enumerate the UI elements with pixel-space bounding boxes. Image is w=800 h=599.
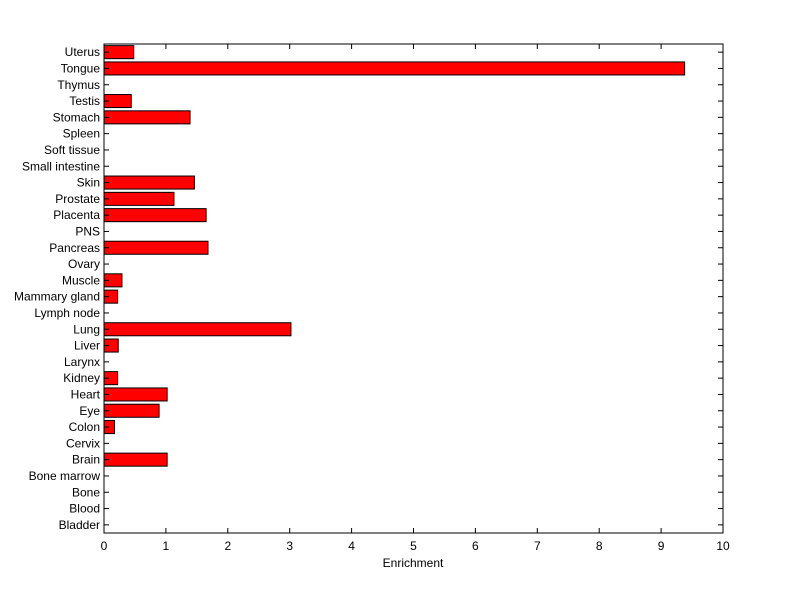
x-tick-label: 4 <box>348 539 355 553</box>
y-tick-label: Bladder <box>59 518 100 532</box>
x-tick-label: 10 <box>716 539 730 553</box>
x-tick-label: 6 <box>472 539 479 553</box>
y-tick-label: Pancreas <box>49 241 100 255</box>
bar-brain <box>103 452 168 467</box>
y-tick-label: Soft tissue <box>44 143 100 157</box>
x-axis-title: Enrichment <box>383 556 444 570</box>
y-tick-label: Lung <box>73 322 100 336</box>
x-tick-label: 3 <box>286 539 293 553</box>
y-tick-label: Small intestine <box>22 159 100 173</box>
x-tick-labels: 0 1 2 3 4 5 6 7 8 9 10 <box>101 539 730 553</box>
ticks-layer <box>103 44 724 533</box>
bar-tongue <box>103 61 686 76</box>
y-tick-label: Spleen <box>63 127 100 141</box>
y-tick-label: Colon <box>69 420 100 434</box>
y-tick-label: Cervix <box>66 436 100 450</box>
plot-area <box>104 44 723 533</box>
y-tick-label: Muscle <box>62 273 100 287</box>
plot-frame <box>103 43 724 534</box>
y-tick-label: Heart <box>71 387 101 401</box>
y-tick-label: Eye <box>79 404 100 418</box>
y-tick-label: Prostate <box>55 192 100 206</box>
y-tick-label: Testis <box>69 94 100 108</box>
bar-eye <box>103 403 160 418</box>
bar-skin <box>103 175 195 190</box>
y-tick-label: Thymus <box>57 78 100 92</box>
bar-prostate <box>103 191 175 206</box>
y-tick-label: PNS <box>75 224 100 238</box>
x-tick-label: 5 <box>410 539 417 553</box>
y-tick-label: Blood <box>69 502 100 516</box>
x-tick-label: 8 <box>596 539 603 553</box>
y-tick-label: Uterus <box>65 45 100 59</box>
y-tick-label: Tongue <box>61 61 101 75</box>
x-tick-label: 7 <box>534 539 541 553</box>
y-tick-label: Ovary <box>68 257 100 271</box>
y-tick-label: Liver <box>74 339 100 353</box>
bar-placenta <box>103 208 207 223</box>
x-tick-label: 9 <box>658 539 665 553</box>
y-tick-label: Bone marrow <box>29 469 101 483</box>
y-tick-label: Skin <box>77 176 100 190</box>
bar-stomach <box>103 110 191 125</box>
y-tick-label: Placenta <box>53 208 100 222</box>
y-tick-label: Bone <box>72 485 100 499</box>
x-tick-label: 1 <box>163 539 170 553</box>
y-tick-label: Lymph node <box>34 306 100 320</box>
x-tick-label: 2 <box>224 539 231 553</box>
y-tick-label: Kidney <box>63 371 100 385</box>
y-tick-labels: Uterus Tongue Thymus Testis Stomach Spleen Sof… <box>14 45 101 532</box>
y-tick-label: Brain <box>72 453 100 467</box>
bar-lung <box>103 322 292 337</box>
bar-pancreas <box>103 240 209 255</box>
bar-heart <box>103 387 168 402</box>
y-tick-label: Stomach <box>53 110 100 124</box>
y-tick-label: Mammary gland <box>14 290 100 304</box>
y-tick-label: Larynx <box>64 355 100 369</box>
x-tick-label: 0 <box>101 539 108 553</box>
